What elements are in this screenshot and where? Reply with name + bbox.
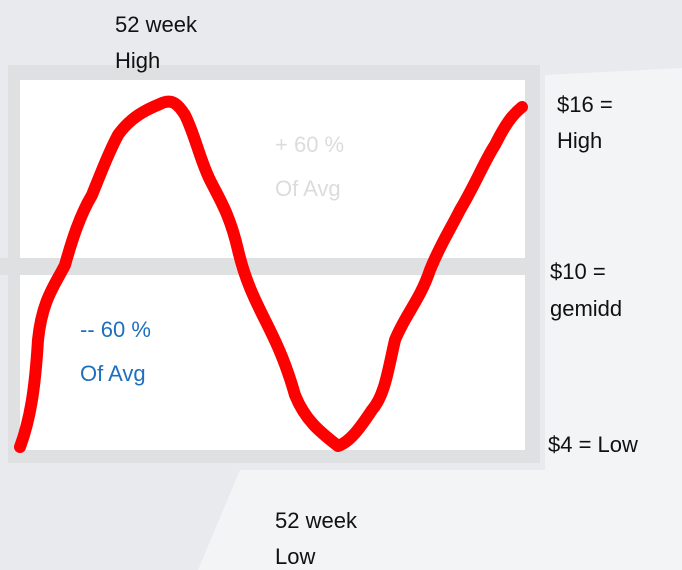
lower-zone-label: Of Avg [80, 361, 146, 386]
upper-zone-label: + 60 % [275, 132, 344, 157]
level-label: $10 = [550, 259, 606, 284]
lower-zone-label: -- 60 % [80, 317, 151, 342]
top-label: 52 week [115, 12, 198, 37]
level-label: gemidd [550, 296, 622, 321]
price-curve [14, 95, 528, 453]
bottom-label: Low [275, 544, 315, 569]
middle-band [0, 258, 525, 275]
upper-zone-label: Of Avg [275, 176, 341, 201]
level-label: High [557, 128, 602, 153]
lower-panel [20, 275, 525, 450]
background-shade [198, 68, 682, 570]
level-label: $16 = [557, 92, 613, 117]
level-label: $4 = Low [548, 432, 638, 457]
bottom-label: 52 week [275, 508, 358, 533]
top-label: High [115, 48, 160, 73]
labels: 52 week High + 60 % Of Avg -- 60 % Of Avg $16 … [80, 12, 638, 569]
